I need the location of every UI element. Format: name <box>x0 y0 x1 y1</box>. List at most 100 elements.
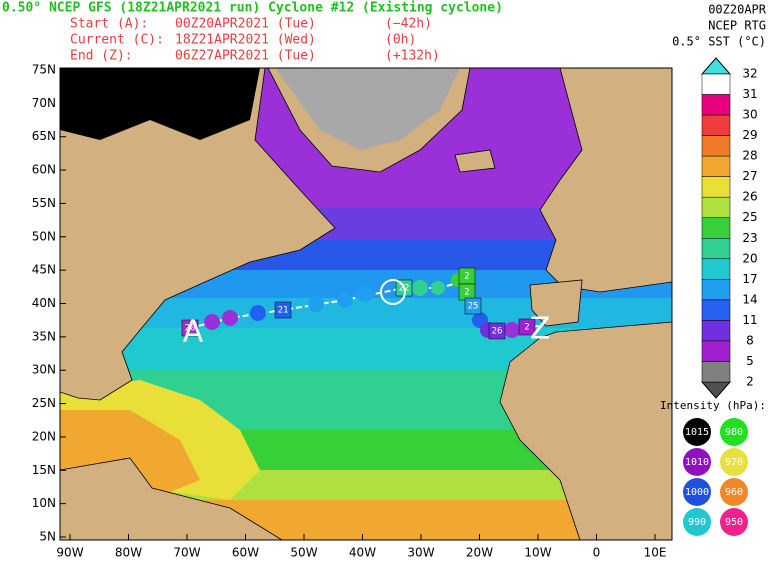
header-text: End (Z): <box>70 49 133 64</box>
lat-label: 55N <box>32 196 56 210</box>
title: 0.50° NCEP GFS (18Z21APR2021 run) Cyclon… <box>2 1 503 16</box>
track-point <box>504 322 520 338</box>
lat-label: 25N <box>32 396 56 410</box>
lon-label: 80W <box>115 546 142 560</box>
header-text: 06Z27APR2021 (Tue) <box>175 49 316 64</box>
colorbar-label: 2 <box>746 375 754 389</box>
colorbar-swatch <box>701 299 731 321</box>
colorbar-label: 32 <box>742 67 757 81</box>
lat-label: 10N <box>32 496 56 510</box>
colorbar-swatch <box>701 176 731 198</box>
track-label: 2 <box>524 323 529 333</box>
legend-circle <box>683 478 711 506</box>
lat-label: 15N <box>32 463 56 477</box>
track-point <box>357 286 373 302</box>
intensity-legend: Intensity (hPa): 1015 980 1010 970 1000 960 990… <box>660 399 766 536</box>
colorbar-label: 20 <box>742 251 757 265</box>
legend-circle <box>720 508 748 536</box>
track-point <box>250 305 266 321</box>
legend-label: 990 <box>688 517 706 528</box>
legend-circle <box>720 418 748 446</box>
track-point <box>274 301 292 319</box>
legend-circle <box>683 508 711 536</box>
map <box>60 68 672 540</box>
track-point <box>412 280 428 296</box>
track-point <box>204 314 220 330</box>
info-text: 00Z20APR <box>708 3 767 17</box>
colorbar-label: 26 <box>742 190 757 204</box>
lon-label: 30W <box>407 546 434 560</box>
lon-label: 40W <box>349 546 376 560</box>
track-point <box>488 322 506 340</box>
colorbar-label: 25 <box>742 210 757 224</box>
info-text: 0.5° SST (°C) <box>672 35 766 49</box>
lat-label: 50N <box>32 229 56 243</box>
lat-label: 65N <box>32 129 56 143</box>
lat-label: 75N <box>32 63 56 77</box>
start-marker: A <box>183 315 204 350</box>
colorbar: 32 31 30 29 28 27 26 25 23 20 17 14 11 8 5 2 <box>700 57 758 399</box>
lon-label: 50W <box>290 546 317 560</box>
colorbar-swatch <box>701 320 731 342</box>
legend-label: 970 <box>725 457 743 468</box>
colorbar-swatch <box>701 94 731 116</box>
colorbar-swatch <box>701 135 731 157</box>
colorbar-tip <box>700 57 732 75</box>
lat-label: 40N <box>32 296 56 310</box>
colorbar-swatch <box>701 155 731 177</box>
colorbar-swatch <box>701 196 731 218</box>
track-label: 26 <box>492 327 503 337</box>
track-label: 20 <box>185 324 196 334</box>
colorbar-tip <box>700 381 732 399</box>
colorbar-label: 14 <box>742 292 757 306</box>
lat-label: 30N <box>32 363 56 377</box>
lon-label: 0 <box>593 546 601 560</box>
legend-circle <box>720 478 748 506</box>
legend-circle <box>683 448 711 476</box>
colorbar-swatch <box>701 279 731 301</box>
header-text: (+132h) <box>385 49 440 64</box>
colorbar-label: 27 <box>742 169 757 183</box>
colorbar-label: 31 <box>742 87 757 101</box>
lat-label: 35N <box>32 329 56 343</box>
colorbar-swatch <box>701 114 731 136</box>
track-label: 25 <box>468 302 479 312</box>
legend-label: 1010 <box>685 457 709 468</box>
legend-label: 980 <box>725 427 743 438</box>
header-text: (−42h) <box>385 17 432 32</box>
legend-label: 1015 <box>685 427 709 438</box>
track-label: 2 <box>464 272 469 282</box>
lat-label: 45N <box>32 263 56 277</box>
header-text: 18Z21APR2021 (Wed) <box>175 33 316 48</box>
colorbar-label: 5 <box>746 354 754 368</box>
colorbar-label: 11 <box>742 313 757 327</box>
colorbar-label: 30 <box>742 108 757 122</box>
track-point <box>308 296 324 312</box>
colorbar-swatch <box>701 73 731 95</box>
header-text: Current (C): <box>70 33 164 48</box>
lon-label: 90W <box>56 546 83 560</box>
track-point <box>464 297 482 315</box>
lon-label: 20W <box>466 546 493 560</box>
legend-label: 950 <box>725 517 743 528</box>
end-marker: Z <box>530 312 551 347</box>
lon-label: 60W <box>232 546 259 560</box>
lat-label: 20N <box>32 429 56 443</box>
track-point <box>337 292 353 308</box>
lon-label: 70W <box>173 546 200 560</box>
legend-circle <box>683 418 711 446</box>
lat-label: 60N <box>32 163 56 177</box>
colorbar-swatch <box>701 361 731 383</box>
track-point <box>181 319 199 337</box>
legend-label: 1000 <box>685 487 709 498</box>
header-text: (0h) <box>385 33 416 48</box>
legend-label: 960 <box>725 487 743 498</box>
header-text: 00Z20APR2021 (Tue) <box>175 17 316 32</box>
colorbar-label: 28 <box>742 149 757 163</box>
legend-title: Intensity (hPa): <box>660 399 766 412</box>
lon-label: 10W <box>524 546 551 560</box>
current-marker <box>380 279 406 305</box>
track-point <box>518 318 536 336</box>
